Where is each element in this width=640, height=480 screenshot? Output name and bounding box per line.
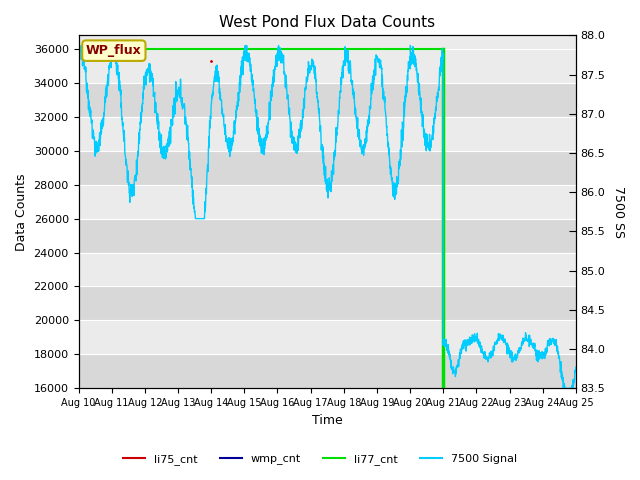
Y-axis label: 7500 SS: 7500 SS (612, 186, 625, 238)
Bar (79, 185, 576, 218)
Title: West Pond Flux Data Counts: West Pond Flux Data Counts (219, 15, 435, 30)
Bar (79, 151, 576, 185)
X-axis label: Time: Time (312, 414, 342, 427)
Legend: li75_cnt, wmp_cnt, li77_cnt, 7500 Signal: li75_cnt, wmp_cnt, li77_cnt, 7500 Signal (118, 450, 522, 469)
Bar (79, 287, 576, 321)
Bar (79, 218, 576, 252)
Bar (79, 117, 576, 151)
Y-axis label: Data Counts: Data Counts (15, 173, 28, 251)
Text: WP_flux: WP_flux (86, 44, 141, 57)
Bar (79, 83, 576, 117)
Bar (79, 252, 576, 287)
Bar (79, 49, 576, 83)
Bar (79, 321, 576, 354)
Bar (79, 354, 576, 388)
